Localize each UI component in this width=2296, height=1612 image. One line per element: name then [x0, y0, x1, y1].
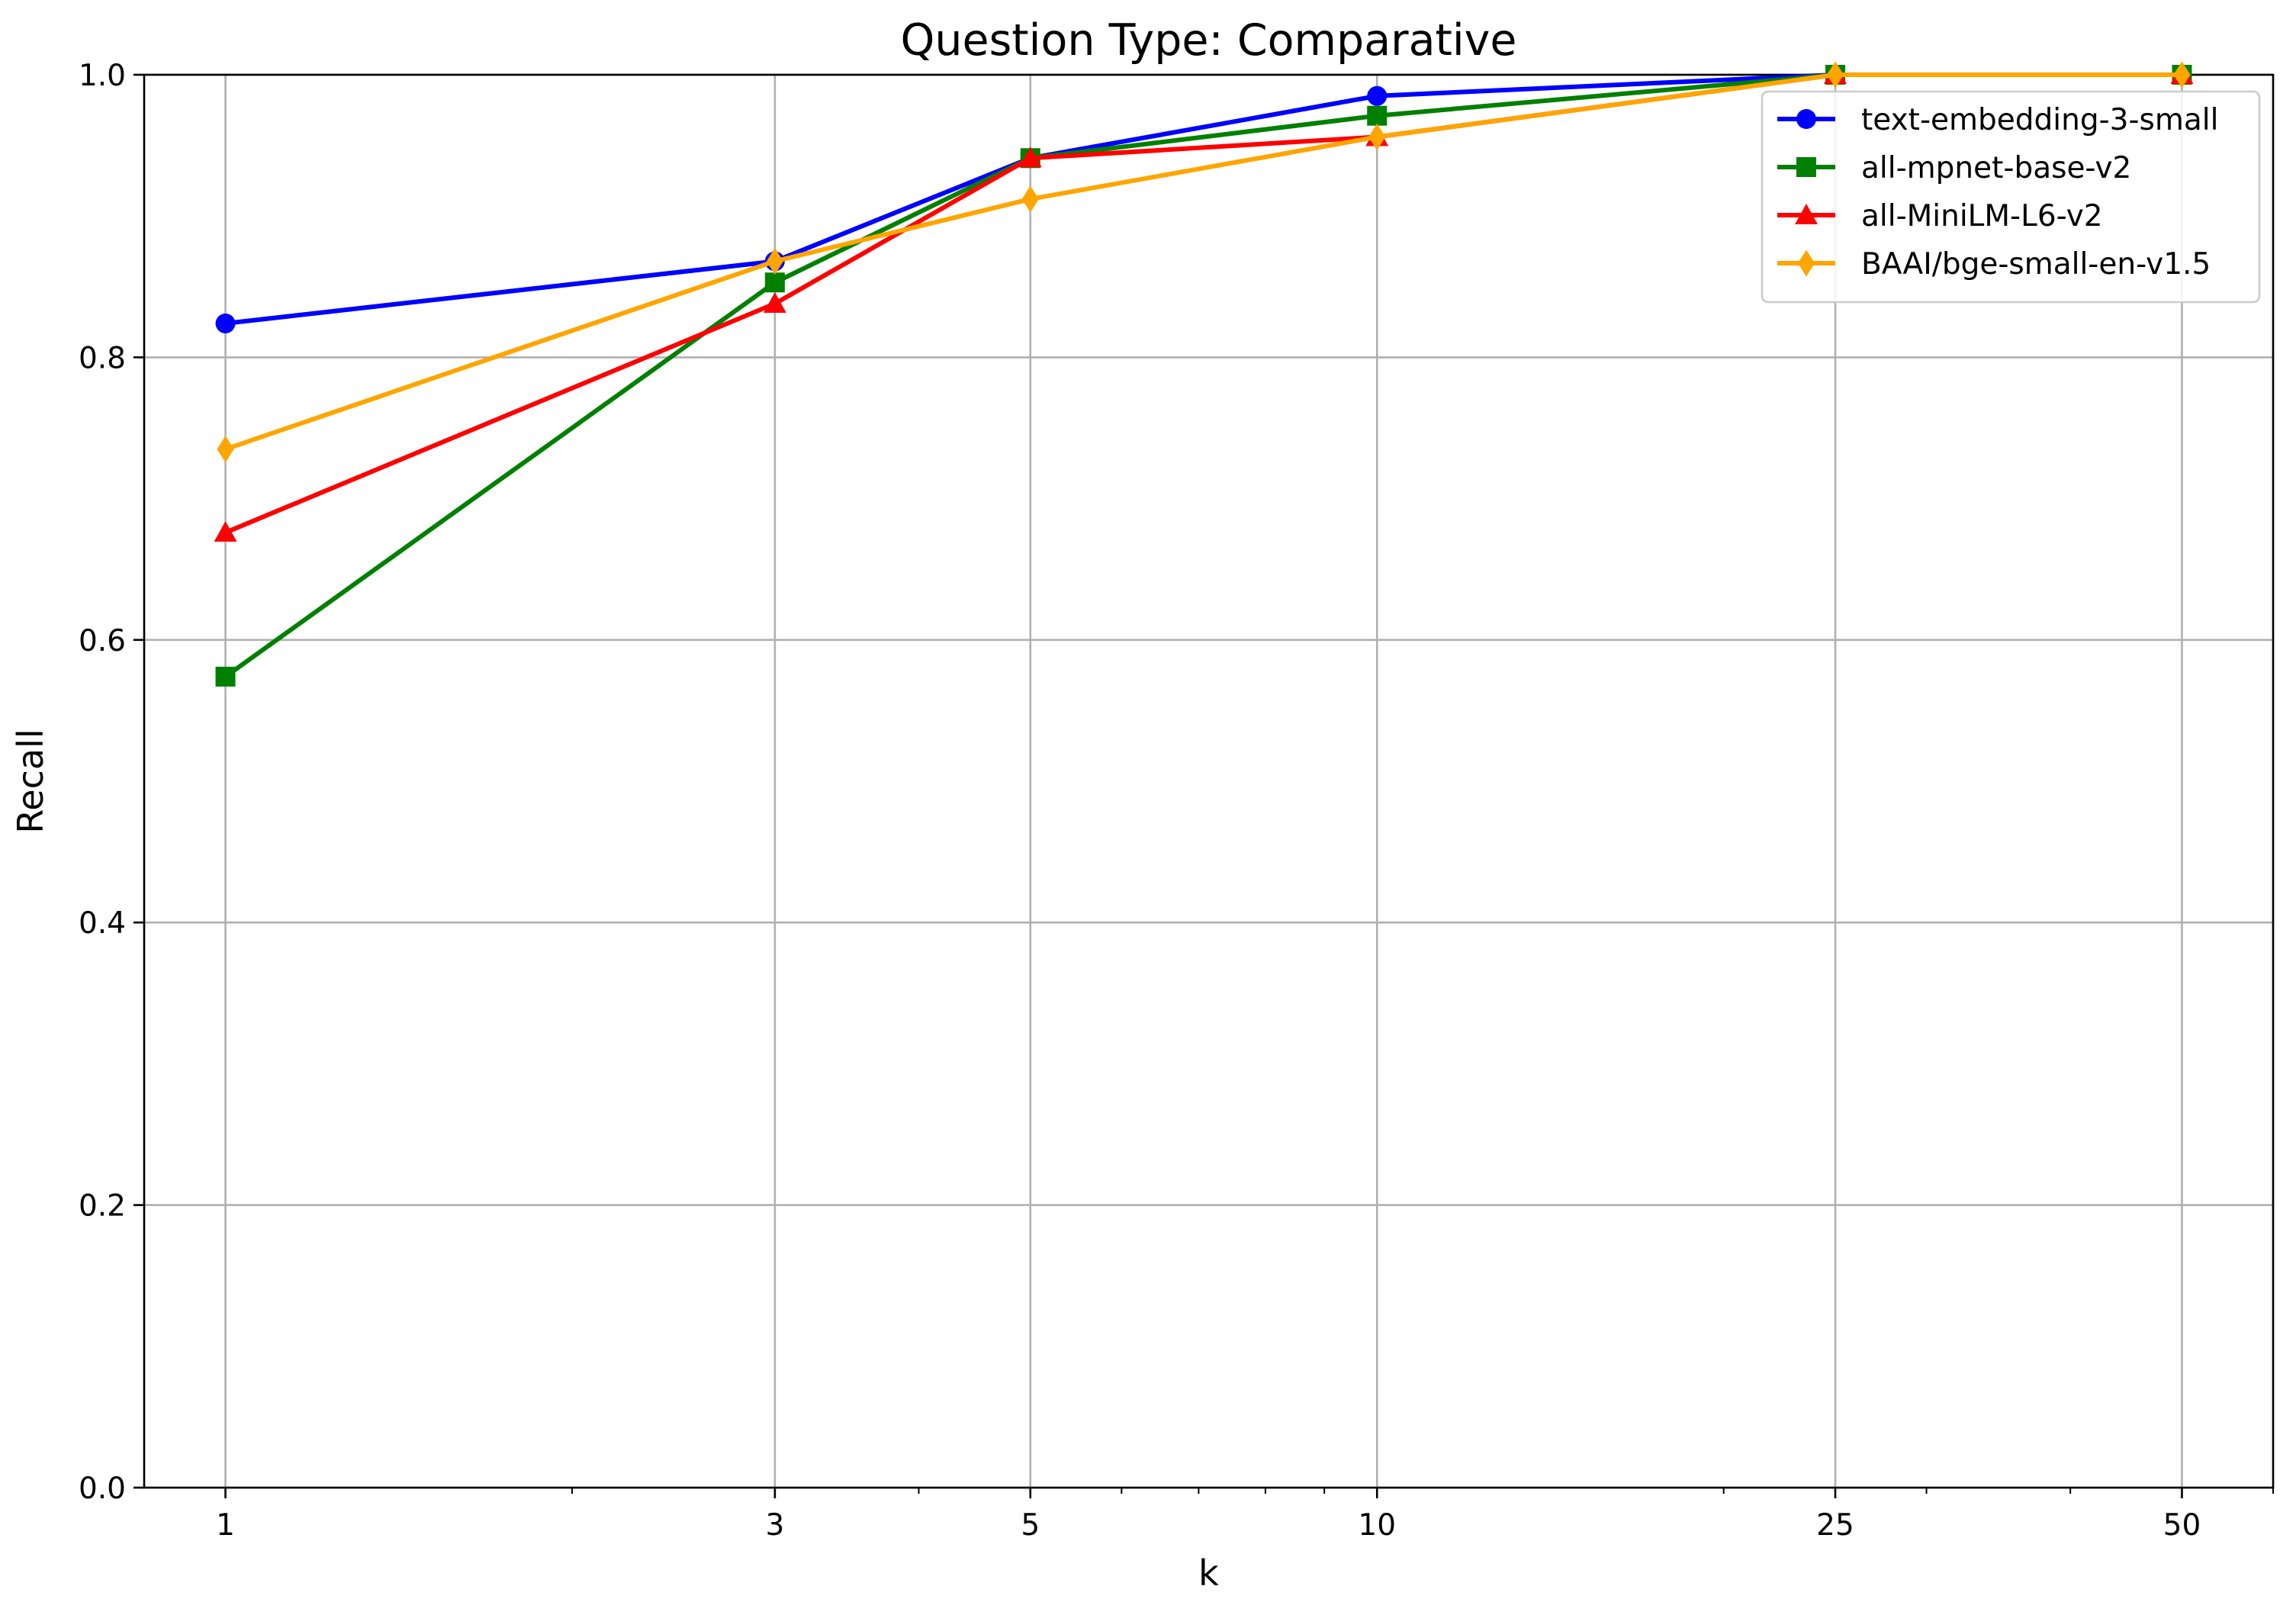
- legend-box: [1761, 90, 2261, 304]
- y-tick-label: 0.6: [79, 624, 126, 658]
- legend-item: all-MiniLM-L6-v2: [1777, 199, 2103, 233]
- y-axis-label: Recall: [10, 729, 51, 833]
- legend-swatch-marker: [1795, 204, 1818, 224]
- data-point-baai-bge-small-en-v1-5: [217, 436, 234, 463]
- legend-label: BAAI/bge-small-en-v1.5: [1861, 247, 2211, 282]
- x-tick-label: 3: [765, 1508, 784, 1543]
- y-tick-label: 0.2: [79, 1189, 126, 1224]
- data-point-baai-bge-small-en-v1-5: [1021, 185, 1039, 213]
- legend-swatch-marker: [1796, 157, 1816, 177]
- x-tick-label: 25: [1816, 1508, 1854, 1543]
- x-tick-label: 1: [216, 1508, 235, 1543]
- legend-label: all-MiniLM-L6-v2: [1861, 199, 2103, 233]
- data-point-baai-bge-small-en-v1-5: [1826, 61, 1844, 88]
- series-lines: [214, 61, 2194, 687]
- plot-frame: [143, 73, 2275, 1489]
- x-tick-label: 5: [1021, 1508, 1040, 1543]
- data-point-all-mpnet-base-v2: [1367, 105, 1388, 126]
- data-point-all-mpnet-base-v2: [764, 272, 785, 293]
- data-point-text-embedding-3-small: [215, 313, 236, 333]
- data-point-baai-bge-small-en-v1-5: [1368, 123, 1386, 151]
- legend-swatch-marker: [1796, 109, 1816, 129]
- x-axis-label: k: [1198, 1552, 1219, 1594]
- data-point-all-mpnet-base-v2: [215, 666, 236, 687]
- legend-label: text-embedding-3-small: [1861, 103, 2218, 137]
- legend-label: all-mpnet-base-v2: [1861, 151, 2131, 185]
- legend-swatch-marker: [1797, 249, 1815, 277]
- legend: text-embedding-3-small all-mpnet-base-v2 a…: [1761, 90, 2261, 304]
- grid-lines: [144, 73, 2273, 1489]
- series-baai-bge-small-en-v1-5: [217, 61, 2191, 463]
- y-tick-label: 0.0: [79, 1472, 126, 1506]
- x-tick-label: 10: [1358, 1508, 1396, 1543]
- data-point-all-minilm-l6-v2: [1018, 146, 1042, 168]
- series-line-baai-bge-small-en-v1-5: [223, 72, 2185, 452]
- chart-title: Question Type: Comparative: [901, 15, 1517, 66]
- axes: [133, 73, 2275, 1498]
- legend-item: text-embedding-3-small: [1777, 103, 2218, 137]
- data-point-all-minilm-l6-v2: [214, 521, 237, 542]
- y-tick-label: 0.8: [79, 341, 126, 375]
- data-point-text-embedding-3-small: [1367, 85, 1388, 106]
- x-tick-label: 50: [2163, 1508, 2201, 1543]
- tick-labels: 1 3 5 10 25 50 0.0 0.2 0.4 0.6 0.8 1.0: [79, 59, 2201, 1543]
- legend-item: BAAI/bge-small-en-v1.5: [1777, 247, 2211, 282]
- y-tick-label: 0.4: [79, 906, 126, 941]
- legend-item: all-mpnet-base-v2: [1777, 151, 2131, 185]
- data-point-baai-bge-small-en-v1-5: [2173, 61, 2191, 88]
- data-point-all-minilm-l6-v2: [763, 292, 786, 313]
- y-tick-label: 1.0: [79, 59, 126, 93]
- data-point-baai-bge-small-en-v1-5: [766, 247, 783, 275]
